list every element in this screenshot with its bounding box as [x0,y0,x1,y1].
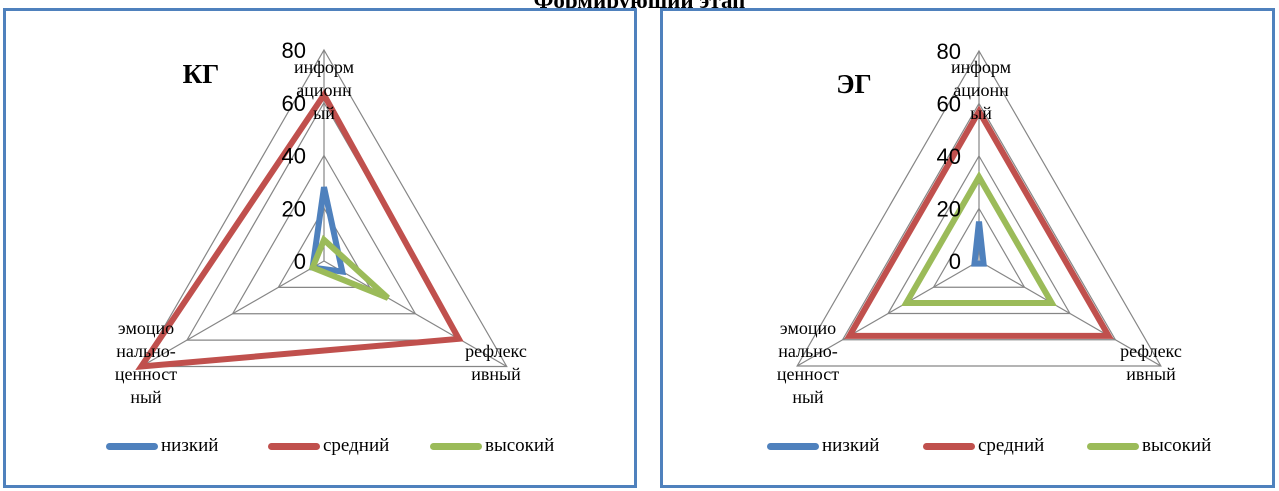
legend: низкий средний высокий [663,435,1272,463]
axis-spoke [140,260,325,368]
axis-label: информ ационн ый [294,57,354,123]
tick-label: 0 [294,249,306,274]
series-high [308,234,390,301]
tick-label: 20 [282,196,306,221]
legend-swatch [923,442,975,450]
legend-label: средний [978,435,1045,456]
legend-item-low: низкий [106,435,218,457]
tick-label: 80 [282,38,306,63]
series-low [309,186,347,276]
legend-label: низкий [822,435,880,456]
tick-label: 40 [937,144,961,169]
series-medium [844,105,1114,339]
grid-ring [887,154,1071,315]
tick-label: 60 [937,92,961,117]
axis-label: рефлекс ивный [465,341,527,384]
chart-panel-eg: 0 20 40 60 80 информ ационн ый рефлекс ивный эмоци… [660,8,1275,488]
series-high [901,170,1057,306]
tick-label: 80 [937,39,961,64]
legend: низкий средний высокий [6,435,634,463]
grid-ring [932,207,1026,288]
legend-item-low: низкий [767,435,879,457]
legend-item-high: высокий [1087,435,1211,457]
grid-ring [140,48,508,368]
series-low [971,221,987,267]
tick-label: 60 [282,91,306,116]
tick-label: 40 [282,144,306,169]
tick-label: 20 [937,197,961,222]
grid-ring [841,102,1117,341]
chart-title: ЭГ [836,69,872,99]
legend-label: высокий [1142,435,1212,456]
axis-label: эмоцио нально-ценност ный [777,318,839,407]
grid-ring [277,207,371,288]
legend-label: высокий [485,435,555,456]
legend-swatch [106,442,158,450]
axis-label: эмоцио нально-ценност ный [115,318,177,407]
legend-item-medium: средний [923,435,1044,457]
chart-title: КГ [183,59,220,89]
tick-label: 0 [949,249,961,274]
series-medium [135,89,464,371]
legend-swatch [268,442,320,450]
legend-swatch [430,442,482,450]
legend-item-medium: средний [268,435,389,457]
legend-item-high: высокий [430,435,554,457]
axis-label: рефлекс ивный [1120,341,1182,384]
axis-label: информ ационн ый [951,57,1011,123]
legend-swatch [1087,442,1139,450]
legend-label: низкий [161,435,219,456]
axis-spoke [978,260,1162,367]
legend-swatch [767,442,819,450]
legend-label: средний [323,435,390,456]
chart-panel-kg: 0 20 40 60 80 информ ационн ый рефлекс ивный эмоци… [3,8,637,488]
axis-spoke [796,260,980,367]
axis-spoke [323,260,508,368]
grid-ring [796,49,1162,367]
grid-ring [231,154,417,315]
